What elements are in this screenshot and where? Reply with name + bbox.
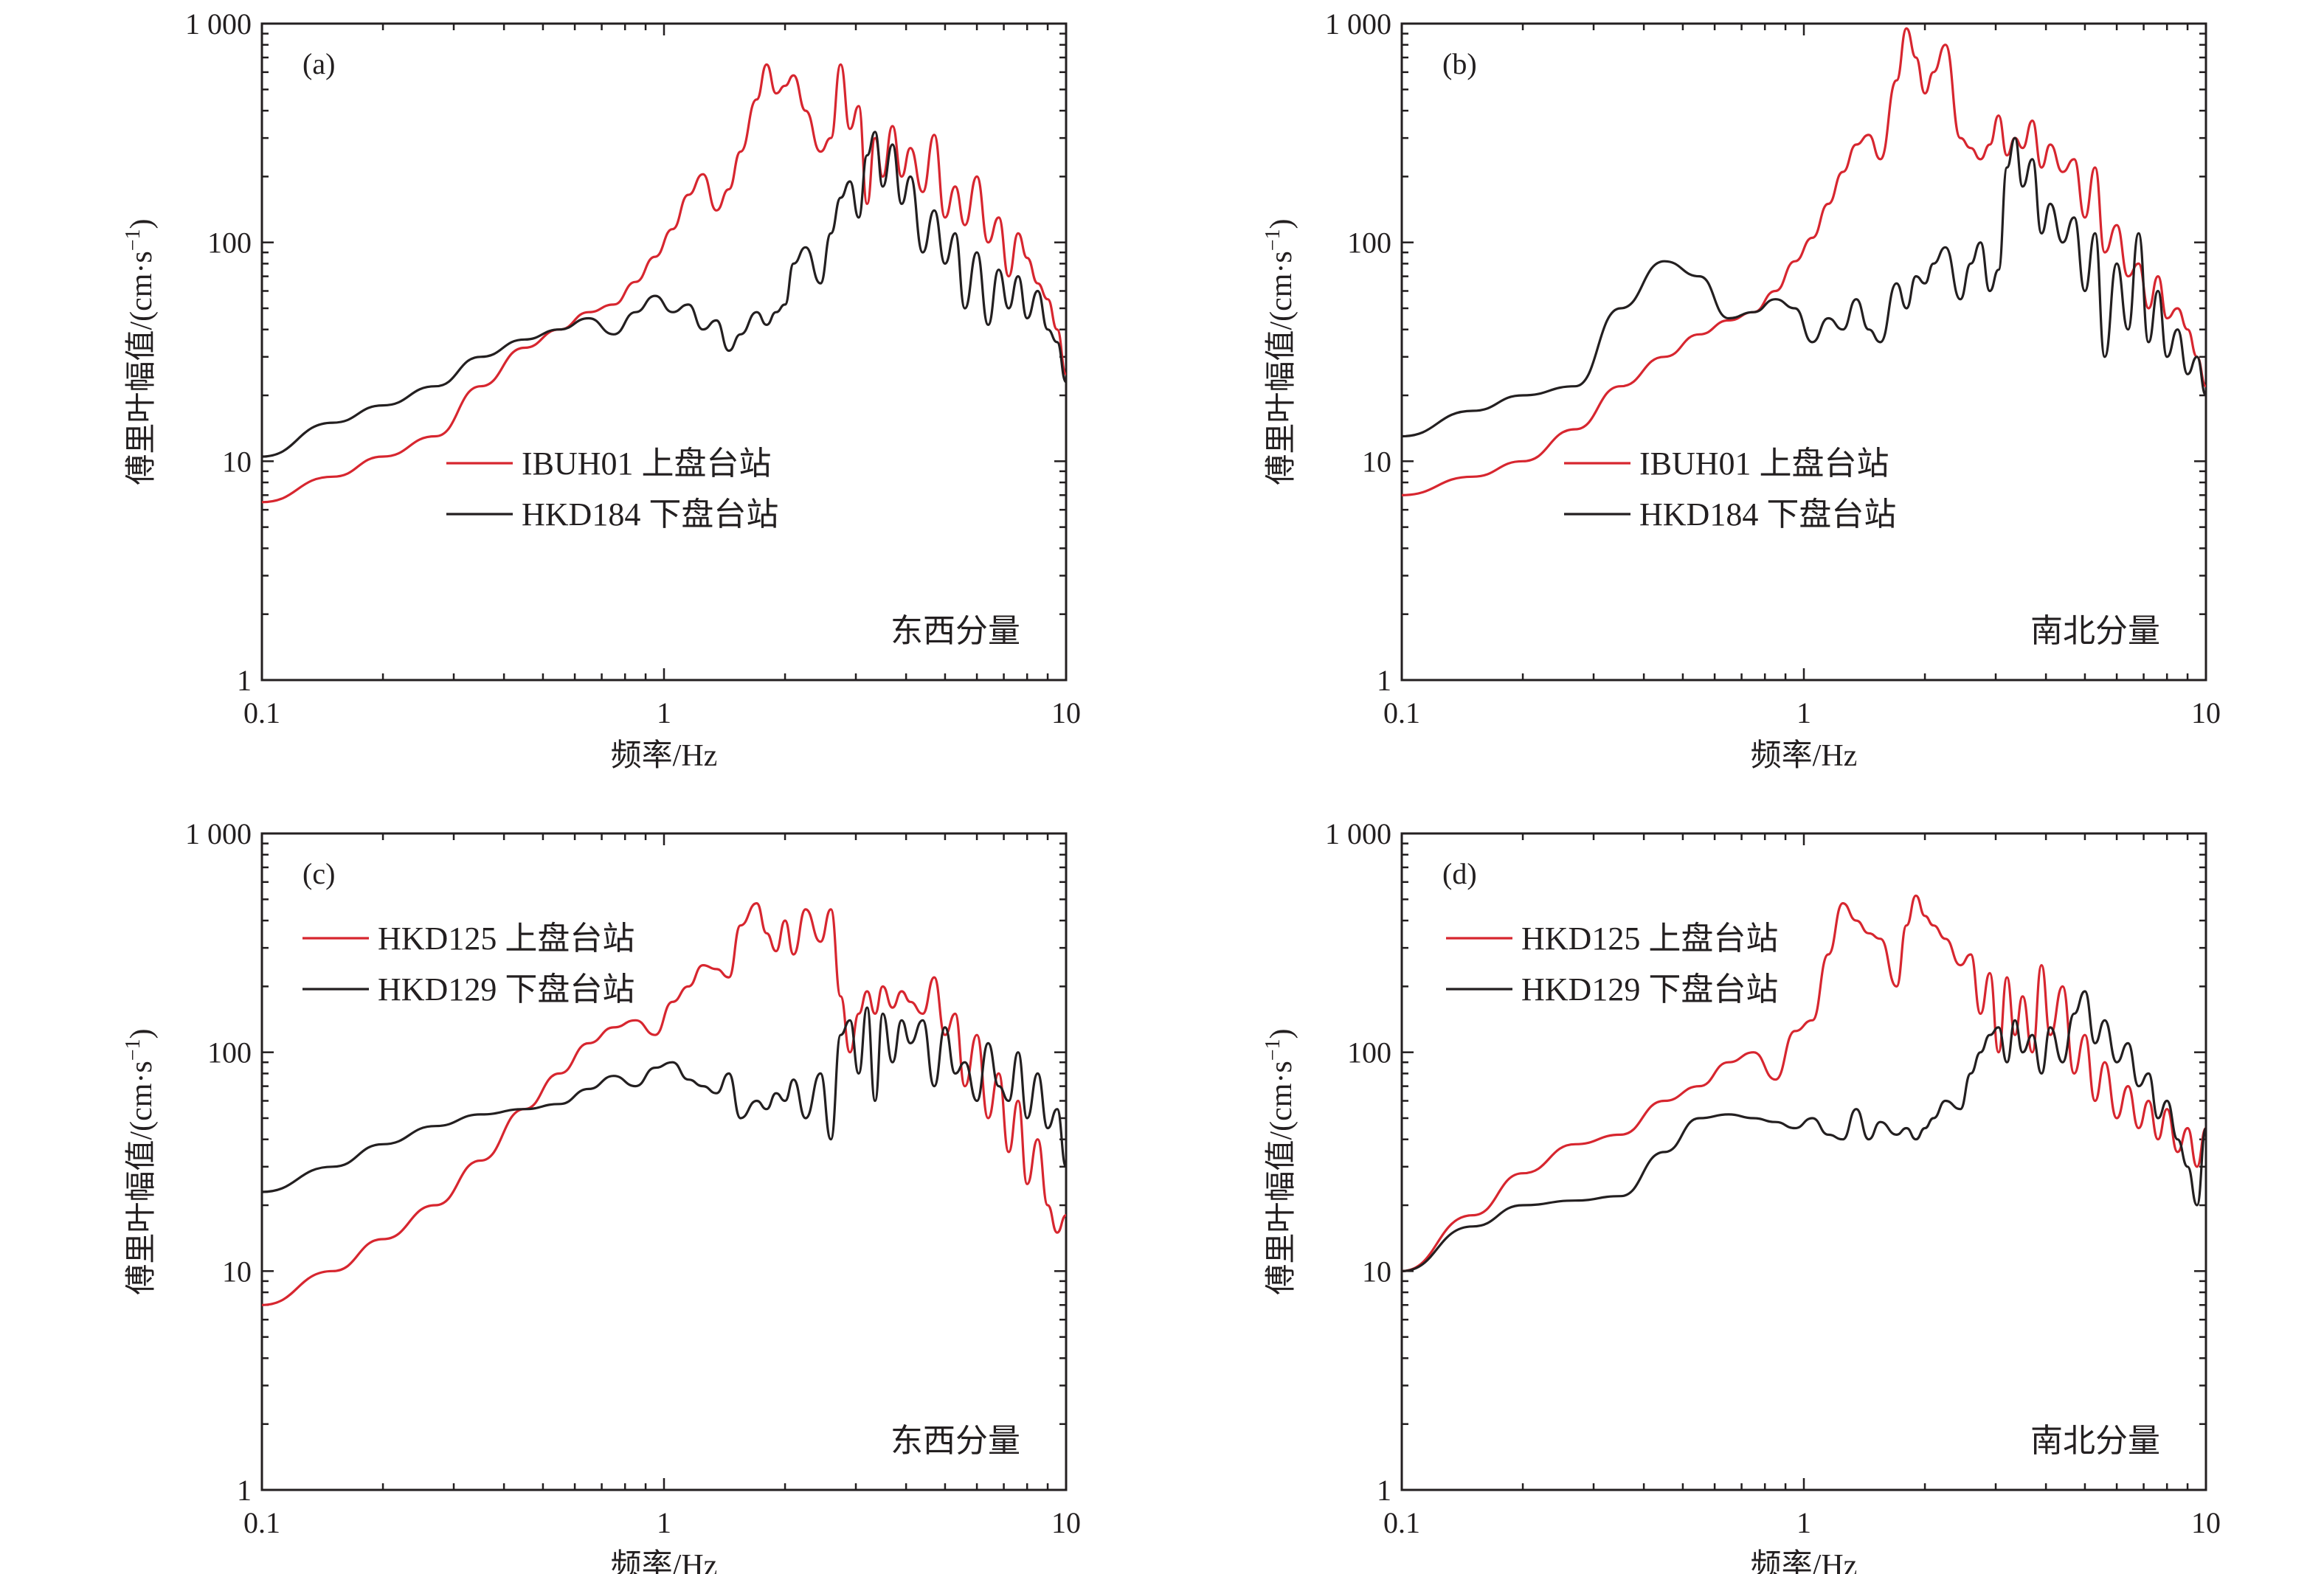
series-line-lower [1402,136,2206,438]
x-axis-title: 频率/Hz [1751,738,1858,773]
y-tick-label: 100 [207,1036,252,1069]
y-axis-title-superscript: −1 [122,229,145,251]
y-tick-label: 1 000 [1325,7,1391,41]
y-axis-title-superscript: −1 [1262,1039,1284,1061]
plot-frame [260,22,1068,682]
panel-label: (b) [1442,47,1477,80]
x-tick-label: 10 [2191,696,2221,729]
x-ticks [1400,833,2189,1490]
y-axis-title-main: 傅里叶幅值/(cm·s [1265,251,1298,485]
y-axis-title-end: ) [1265,218,1298,229]
x-tick-label: 0.1 [1383,1506,1420,1539]
y-tick-label: 10 [222,445,252,478]
x-ticks [260,833,1049,1490]
y-axis-title-end: ) [1265,1028,1298,1039]
x-tick-label: 1 [657,1506,671,1539]
y-ticks [1402,842,2206,1491]
legend-entry: HKD125 上盘台站 [1521,921,1778,957]
series-line-upper [1402,894,2206,1272]
y-ticks [1402,32,2206,682]
x-ticks [260,24,1049,680]
legend: HKD125 上盘台站 HKD129 下盘台站 [302,921,634,1008]
y-tick-label: 10 [1362,445,1391,478]
y-tick-label: 100 [207,226,252,260]
x-tick-label: 1 [1796,1506,1811,1539]
series-line-lower [1402,990,2206,1272]
y-axis-title: 傅里叶幅值/(cm·s−1) [1262,218,1298,485]
legend-entry: HKD129 下盘台站 [1521,971,1778,1008]
legend-entry: IBUH01 上盘台站 [1639,445,1889,482]
y-tick-label: 1 000 [1325,817,1391,850]
y-tick-label: 1 [237,1474,252,1507]
series-line-upper [1402,27,2206,496]
x-ticks [1400,24,2189,680]
component-label: 南北分量 [2030,1423,2160,1459]
x-tick-label: 1 [657,696,671,729]
y-axis-title-end: ) [125,1028,159,1039]
y-axis-title-end: ) [125,218,159,229]
x-tick-label: 10 [2191,1506,2221,1539]
y-tick-label: 1 [1377,664,1391,697]
x-tick-label: 0.1 [243,1506,280,1539]
x-tick-label: 1 [1796,696,1811,729]
y-tick-label: 100 [1347,226,1391,260]
legend: IBUH01 上盘台站 HKD184 下盘台站 [1564,445,1896,533]
y-axis-title: 傅里叶幅值/(cm·s−1) [1262,1028,1298,1294]
x-tick-label: 10 [1051,1506,1081,1539]
y-tick-label: 10 [1362,1255,1391,1288]
x-axis-title: 频率/Hz [611,738,718,773]
y-axis-title-superscript: −1 [122,1039,145,1061]
series-line-upper [262,63,1066,504]
component-label: 东西分量 [890,1423,1020,1459]
y-tick-label: 1 000 [185,7,252,41]
legend: IBUH01 上盘台站 HKD184 下盘台站 [446,445,778,533]
y-tick-label: 1 000 [185,817,252,850]
y-axis-title-main: 傅里叶幅值/(cm·s [125,1061,159,1294]
y-ticks [262,32,1066,682]
component-label: 南北分量 [2030,613,2160,649]
panel-label: (c) [302,857,335,890]
series-line-lower [262,1006,1066,1193]
legend-entry: HKD125 上盘台站 [378,921,634,957]
series-line-lower [262,131,1066,458]
x-tick-label: 10 [1051,696,1081,729]
x-axis-title: 频率/Hz [611,1548,718,1574]
y-tick-label: 10 [222,1255,252,1288]
y-tick-label: 1 [237,664,252,697]
legend-entry: HKD184 下盘台站 [522,496,778,533]
y-tick-label: 100 [1347,1036,1391,1069]
component-label: 东西分量 [890,613,1020,649]
panel-label: (d) [1442,857,1477,890]
y-tick-label: 1 [1377,1474,1391,1507]
x-axis-title: 频率/Hz [1751,1548,1858,1574]
plot-frame [1400,22,2207,682]
series-line-upper [262,902,1066,1306]
y-axis-title-main: 傅里叶幅值/(cm·s [1265,1061,1298,1294]
legend: HKD125 上盘台站 HKD129 下盘台站 [1446,921,1778,1008]
y-axis-title: 傅里叶幅值/(cm·s−1) [122,1028,159,1294]
legend-entry: IBUH01 上盘台站 [522,445,772,482]
legend-entry: HKD184 下盘台站 [1639,496,1896,533]
y-ticks [262,842,1066,1491]
y-axis-title-superscript: −1 [1262,229,1284,251]
panel-label: (a) [302,47,335,80]
y-axis-title-main: 傅里叶幅值/(cm·s [125,251,159,485]
x-tick-label: 0.1 [243,696,280,729]
y-axis-title: 傅里叶幅值/(cm·s−1) [122,218,159,485]
legend-entry: HKD129 下盘台站 [378,971,634,1008]
x-tick-label: 0.1 [1383,696,1420,729]
